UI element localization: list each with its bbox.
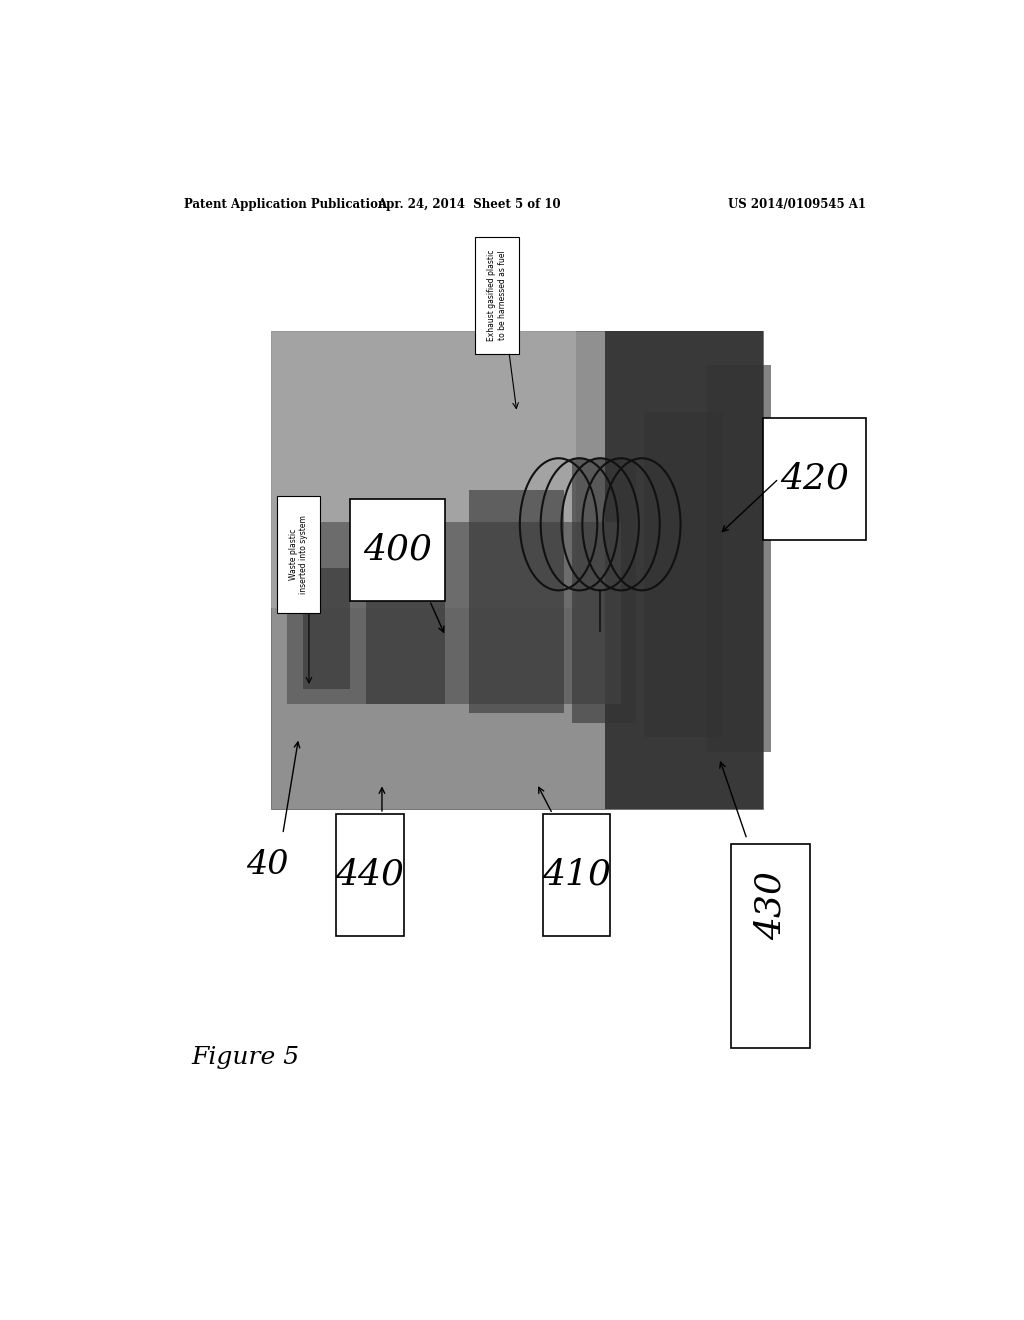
FancyBboxPatch shape bbox=[469, 490, 564, 713]
FancyBboxPatch shape bbox=[350, 499, 445, 601]
FancyBboxPatch shape bbox=[708, 366, 771, 751]
FancyBboxPatch shape bbox=[605, 331, 763, 809]
FancyBboxPatch shape bbox=[763, 417, 866, 540]
Text: Figure 5: Figure 5 bbox=[191, 1047, 300, 1069]
FancyBboxPatch shape bbox=[276, 496, 321, 614]
FancyBboxPatch shape bbox=[270, 331, 763, 809]
FancyBboxPatch shape bbox=[336, 814, 403, 936]
Text: 400: 400 bbox=[364, 533, 432, 566]
Text: Waste plastic
inserted into system: Waste plastic inserted into system bbox=[289, 515, 308, 594]
Text: Apr. 24, 2014  Sheet 5 of 10: Apr. 24, 2014 Sheet 5 of 10 bbox=[378, 198, 561, 211]
Text: 440: 440 bbox=[336, 858, 404, 892]
Text: Patent Application Publication: Patent Application Publication bbox=[183, 198, 386, 211]
FancyBboxPatch shape bbox=[644, 412, 723, 738]
FancyBboxPatch shape bbox=[270, 331, 575, 609]
FancyBboxPatch shape bbox=[287, 523, 622, 704]
Text: 420: 420 bbox=[780, 462, 849, 495]
Text: Exhaust gasified plastic
to be harnessed as fuel: Exhaust gasified plastic to be harnessed… bbox=[487, 249, 507, 342]
FancyBboxPatch shape bbox=[543, 814, 610, 936]
FancyBboxPatch shape bbox=[731, 845, 811, 1048]
FancyBboxPatch shape bbox=[572, 458, 636, 723]
FancyBboxPatch shape bbox=[303, 568, 350, 689]
FancyBboxPatch shape bbox=[475, 238, 519, 354]
Text: 40: 40 bbox=[246, 849, 288, 880]
Text: 430: 430 bbox=[754, 871, 787, 940]
Text: 410: 410 bbox=[542, 858, 611, 892]
FancyBboxPatch shape bbox=[367, 521, 445, 704]
Text: US 2014/0109545 A1: US 2014/0109545 A1 bbox=[728, 198, 866, 211]
